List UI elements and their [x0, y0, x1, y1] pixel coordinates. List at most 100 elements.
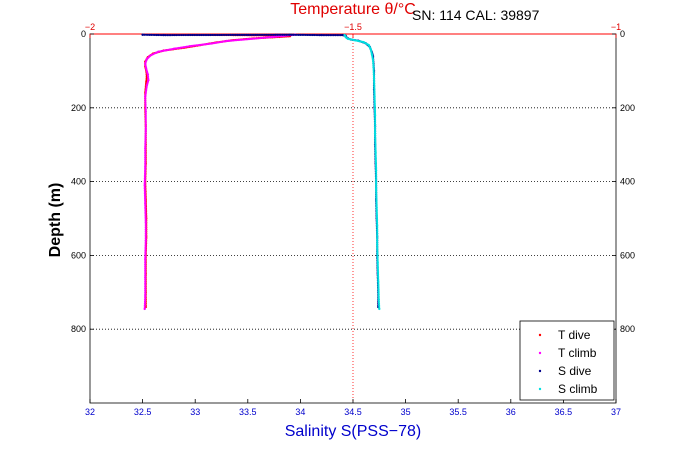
data-point: [373, 112, 377, 115]
data-point: [143, 184, 146, 187]
data-point: [176, 33, 180, 37]
data-point: [320, 33, 323, 37]
data-point: [230, 39, 233, 42]
x-tick-label: 34.5: [344, 407, 362, 417]
data-point: [144, 211, 147, 214]
data-point: [229, 33, 232, 37]
data-point: [376, 241, 379, 244]
data-point: [264, 36, 267, 39]
data-point: [144, 169, 147, 172]
data-point: [327, 34, 330, 37]
data-point: [144, 200, 147, 204]
data-point: [375, 171, 378, 174]
data-point: [231, 33, 234, 37]
data-point: [375, 182, 378, 185]
data-point: [373, 90, 376, 93]
data-point: [144, 259, 147, 263]
data-point: [372, 62, 375, 65]
data-point: [377, 286, 380, 290]
y-tick-label-right: 600: [620, 250, 635, 260]
data-point: [277, 33, 281, 36]
data-point: [211, 33, 214, 37]
data-point: [157, 33, 160, 37]
data-point: [375, 202, 378, 206]
data-point: [144, 119, 147, 122]
data-point: [374, 159, 377, 162]
legend-entry-s-dive: S dive: [538, 364, 592, 378]
data-point: [376, 237, 379, 240]
data-point: [318, 33, 321, 37]
data-point: [373, 83, 376, 87]
legend-marker-s-dive: [538, 369, 542, 373]
data-point: [143, 298, 147, 301]
data-point: [285, 33, 288, 36]
data-point: [243, 33, 246, 36]
data-point: [144, 217, 147, 220]
data-point: [143, 192, 147, 195]
data-point: [373, 128, 377, 132]
data-point: [372, 77, 376, 80]
data-point: [160, 33, 163, 37]
data-point: [272, 33, 275, 36]
data-point: [144, 261, 147, 264]
y-tick-label: 800: [71, 324, 86, 334]
data-point: [208, 42, 211, 45]
data-point: [375, 189, 378, 192]
data-point: [193, 33, 196, 37]
data-point: [166, 34, 169, 37]
data-point: [146, 75, 150, 78]
data-point: [144, 257, 147, 261]
data-point: [143, 190, 146, 194]
data-point: [268, 33, 272, 36]
data-point: [373, 95, 376, 98]
data-point: [330, 34, 334, 37]
data-point: [373, 85, 376, 88]
data-point: [377, 285, 380, 288]
data-point: [205, 43, 208, 46]
data-point: [375, 192, 378, 196]
data-point: [316, 33, 320, 37]
temperature-tick-label: −1: [611, 22, 621, 32]
data-point: [374, 147, 377, 150]
data-point: [144, 117, 147, 120]
data-point: [192, 44, 195, 47]
data-point: [144, 256, 147, 259]
data-point: [275, 35, 278, 38]
data-point: [377, 281, 380, 285]
data-point: [145, 79, 148, 82]
data-point: [143, 302, 147, 305]
data-point: [169, 33, 172, 37]
data-point: [376, 266, 379, 269]
data-point: [375, 211, 378, 214]
data-point: [376, 273, 380, 276]
data-point: [236, 33, 239, 36]
data-point: [246, 37, 249, 41]
data-point: [374, 139, 377, 142]
data-point: [148, 33, 151, 36]
data-point: [144, 99, 147, 102]
data-point: [144, 232, 147, 235]
data-point: [144, 280, 147, 283]
data-point: [375, 180, 378, 183]
data-point: [376, 258, 379, 261]
data-point: [241, 33, 245, 36]
data-point: [375, 218, 379, 221]
data-point: [144, 230, 147, 233]
legend-label-s-dive: S dive: [558, 364, 592, 378]
data-point: [227, 33, 230, 37]
data-point: [144, 142, 147, 145]
data-point: [144, 130, 147, 133]
serial-cal-annotation: SN: 114 CAL: 39897: [412, 7, 540, 23]
data-point: [256, 33, 259, 36]
data-point: [144, 219, 147, 222]
data-point: [337, 34, 341, 37]
data-point: [144, 156, 147, 159]
data-point: [249, 37, 253, 40]
data-point: [143, 175, 147, 178]
data-point: [375, 204, 378, 207]
data-point: [144, 294, 147, 298]
data-point: [373, 102, 376, 105]
data-point: [195, 33, 198, 37]
data-point: [375, 214, 379, 217]
data-point: [143, 189, 146, 192]
